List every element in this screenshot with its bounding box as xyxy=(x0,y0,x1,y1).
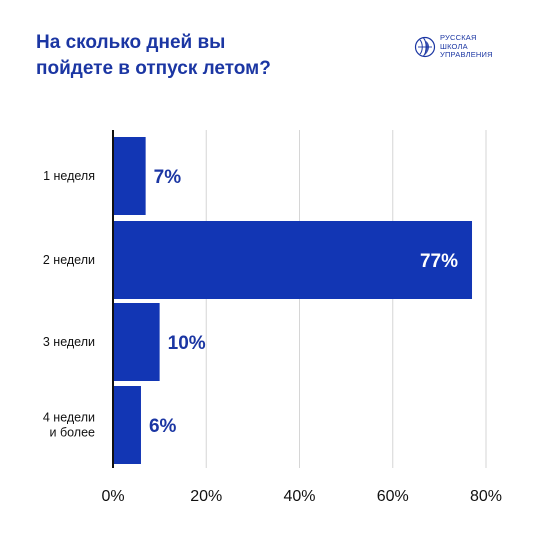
bar-4 xyxy=(113,386,141,464)
globe-logo-icon xyxy=(414,36,436,57)
x-tick-label-60: 60% xyxy=(377,488,409,505)
chart-title-line-2: пойдете в отпуск летом? xyxy=(36,58,271,79)
logo-text-line-3: УПРАВЛЕНИЯ xyxy=(440,50,493,59)
bar-2 xyxy=(113,221,473,299)
logo-text: РУССКАЯ ШКОЛА УПРАВЛЕНИЯ xyxy=(440,33,493,60)
value-label-3: 10% xyxy=(168,333,206,354)
category-label-2: 2 недели xyxy=(43,253,95,267)
chart-title-line-1: На сколько дней вы xyxy=(36,32,226,53)
value-label-2: 77% xyxy=(420,251,458,272)
value-label-4: 6% xyxy=(149,416,177,437)
chart-title: На сколько дней вы пойдете в отпуск лето… xyxy=(36,30,336,82)
x-tick-label-40: 40% xyxy=(283,488,315,505)
category-label-1: 1 неделя xyxy=(43,169,95,183)
bar-3 xyxy=(113,303,160,381)
x-tick-label-80: 80% xyxy=(470,488,502,505)
logo-text-line-2: ШКОЛА xyxy=(440,41,468,51)
logo-text-line-1: РУССКАЯ xyxy=(440,33,477,42)
bar-1 xyxy=(113,137,146,215)
category-label-3: 3 недели xyxy=(43,335,95,349)
x-tick-label-0: 0% xyxy=(101,488,124,505)
value-label-1: 7% xyxy=(154,167,182,188)
brand-logo: РУССКАЯ ШКОЛА УПРАВЛЕНИЯ xyxy=(414,33,493,60)
category-label-4: 4 недели и более xyxy=(43,411,95,440)
x-tick-label-20: 20% xyxy=(190,488,222,505)
